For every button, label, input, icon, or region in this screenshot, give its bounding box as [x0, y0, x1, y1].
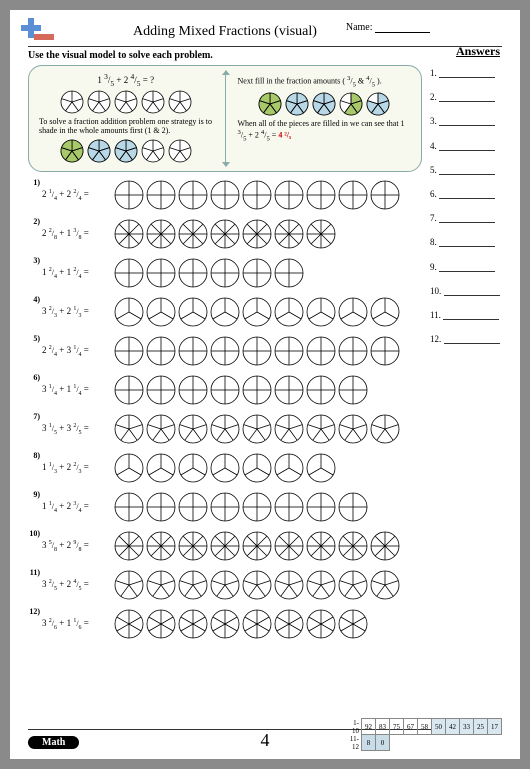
- worksheet-title: Adding Mixed Fractions (visual): [133, 24, 317, 39]
- answer-blank[interactable]: [444, 286, 500, 296]
- problem-row: 12) 3 2/6 + 1 1/6 =: [28, 607, 502, 641]
- problem-circles[interactable]: [114, 258, 304, 288]
- problem-equation: 2 1/4 + 2 2/4 =: [42, 189, 114, 202]
- problem-equation: 3 1/4 + 1 1/4 =: [42, 384, 114, 397]
- example-left-text: To solve a fraction addition problem one…: [39, 117, 213, 136]
- answer-blank[interactable]: [439, 213, 495, 223]
- answers-column: 1. 2. 3. 4. 5. 6. 7. 8. 9. 10. 11. 12.: [430, 68, 500, 358]
- footer: Math 4 1-109283756758504233251711-1280: [28, 729, 502, 751]
- answer-row: 2.: [430, 92, 500, 102]
- score-grid: 1-109283756758504233251711-1280: [348, 718, 503, 751]
- problem-equation: 3 2/6 + 1 1/6 =: [42, 618, 114, 631]
- answer-row: 5.: [430, 165, 500, 175]
- problem-number: 9): [28, 490, 42, 499]
- problem-equation: 3 5/8 + 2 9/8 =: [42, 540, 114, 553]
- problem-number: 4): [28, 295, 42, 304]
- answer-row: 11.: [430, 310, 500, 320]
- answer-row: 4.: [430, 141, 500, 151]
- problem-number: 6): [28, 373, 42, 382]
- header-divider: [28, 46, 502, 47]
- answer-row: 12.: [430, 334, 500, 344]
- problem-number: 7): [28, 412, 42, 421]
- answer-row: 6.: [430, 189, 500, 199]
- problem-number: 10): [28, 529, 42, 538]
- example-right-text-top: Next fill in the fraction amounts ( 3/5 …: [238, 75, 412, 89]
- problem-equation: 2 2/8 + 1 3/8 =: [42, 228, 114, 241]
- answer-row: 3.: [430, 116, 500, 126]
- problem-equation: 3 1/5 + 3 2/5 =: [42, 423, 114, 436]
- example-left: 1 3/5 + 2 4/5 = ? To solve a fraction ad…: [39, 72, 213, 165]
- problem-row: 10) 3 5/8 + 2 9/8 =: [28, 529, 502, 563]
- example-right: Next fill in the fraction amounts ( 3/5 …: [238, 72, 412, 165]
- answer-row: 8.: [430, 237, 500, 247]
- example-equation: 1 3/5 + 2 4/5 = ?: [39, 72, 213, 88]
- answer-row: 7.: [430, 213, 500, 223]
- answer-row: 9.: [430, 262, 500, 272]
- answers-header: Answers: [456, 44, 500, 59]
- page-number: 4: [261, 730, 270, 751]
- problem-equation: 3 2/5 + 2 4/5 =: [42, 579, 114, 592]
- answer-blank[interactable]: [439, 262, 495, 272]
- problem-circles[interactable]: [114, 570, 400, 600]
- problem-equation: 2 2/4 + 3 1/4 =: [42, 345, 114, 358]
- page-inner: Adding Mixed Fractions (visual) Name: Us…: [10, 10, 520, 759]
- example-left-circles: [39, 139, 213, 163]
- problem-equation: 1 1/3 + 2 2/3 =: [42, 462, 114, 475]
- problem-row: 11) 3 2/5 + 2 4/5 =: [28, 568, 502, 602]
- answer-blank[interactable]: [439, 92, 495, 102]
- answer-blank[interactable]: [439, 68, 495, 78]
- example-right-text-bottom: When all of the pieces are filled in we …: [238, 119, 412, 143]
- problem-row: 6) 3 1/4 + 1 1/4 =: [28, 373, 502, 407]
- problem-equation: 3 2/3 + 2 1/3 =: [42, 306, 114, 319]
- problem-number: 3): [28, 256, 42, 265]
- problem-circles[interactable]: [114, 297, 400, 327]
- name-blank-line[interactable]: [375, 32, 430, 33]
- name-field: Name:: [346, 22, 430, 33]
- problem-circles[interactable]: [114, 531, 400, 561]
- answer-row: 1.: [430, 68, 500, 78]
- problem-number: 5): [28, 334, 42, 343]
- worksheet-page: Adding Mixed Fractions (visual) Name: Us…: [10, 10, 520, 759]
- answer-blank[interactable]: [439, 141, 495, 151]
- answer-blank[interactable]: [443, 310, 499, 320]
- problem-circles[interactable]: [114, 336, 400, 366]
- problem-number: 2): [28, 217, 42, 226]
- subject-pill: Math: [28, 736, 79, 749]
- example-box: 1 3/5 + 2 4/5 = ? To solve a fraction ad…: [28, 65, 422, 172]
- problem-row: 9) 1 1/4 + 2 3/4 =: [28, 490, 502, 524]
- answer-blank[interactable]: [439, 116, 495, 126]
- problem-number: 12): [28, 607, 42, 616]
- problem-row: 8) 1 1/3 + 2 2/3 =: [28, 451, 502, 485]
- answer-row: 10.: [430, 286, 500, 296]
- answer-blank[interactable]: [439, 189, 495, 199]
- answer-blank[interactable]: [439, 237, 495, 247]
- problem-circles[interactable]: [114, 609, 368, 639]
- problem-number: 1): [28, 178, 42, 187]
- problem-circles[interactable]: [114, 414, 400, 444]
- problem-equation: 1 2/4 + 1 2/4 =: [42, 267, 114, 280]
- problem-number: 11): [28, 568, 42, 577]
- name-label: Name:: [346, 22, 373, 33]
- problem-row: 7) 3 1/5 + 3 2/5 =: [28, 412, 502, 446]
- problem-circles[interactable]: [114, 492, 368, 522]
- problem-equation: 1 1/4 + 2 3/4 =: [42, 501, 114, 514]
- title-bar: Adding Mixed Fractions (visual): [68, 22, 382, 40]
- problem-circles[interactable]: [114, 375, 368, 405]
- example-right-circles: [238, 92, 412, 116]
- instruction-text: Use the visual model to solve each probl…: [28, 50, 502, 61]
- problem-circles[interactable]: [114, 219, 336, 249]
- problem-circles[interactable]: [114, 453, 336, 483]
- logo: [20, 16, 56, 44]
- answer-blank[interactable]: [439, 165, 495, 175]
- problem-circles[interactable]: [114, 180, 400, 210]
- problem-number: 8): [28, 451, 42, 460]
- example-divider: [225, 74, 226, 163]
- answer-blank[interactable]: [444, 334, 500, 344]
- example-top-circles: [39, 90, 213, 114]
